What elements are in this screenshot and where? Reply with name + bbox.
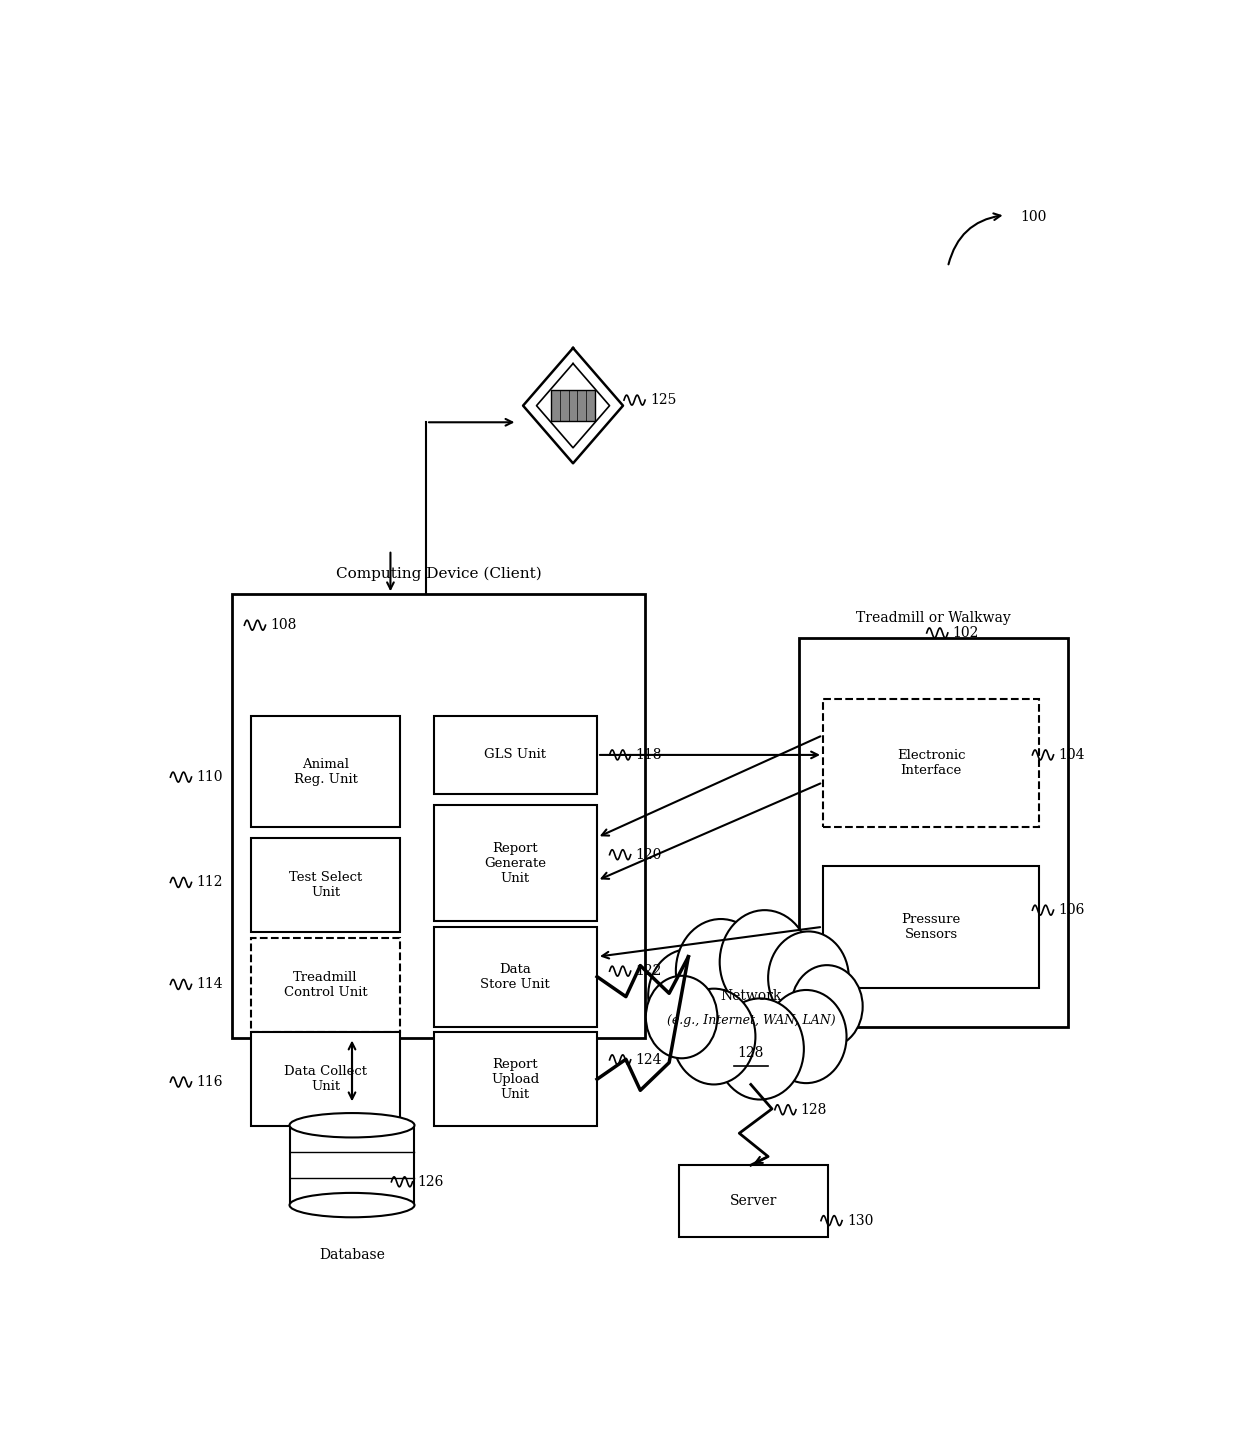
Bar	[232, 595, 645, 1038]
Circle shape	[646, 976, 718, 1058]
Text: 128: 128	[738, 1045, 764, 1060]
Text: 112: 112	[196, 876, 223, 890]
Circle shape	[768, 932, 849, 1025]
Text: 122: 122	[635, 965, 662, 978]
Circle shape	[766, 989, 847, 1083]
Text: Computing Device (Client): Computing Device (Client)	[336, 566, 542, 580]
Text: Treadmill
Control Unit: Treadmill Control Unit	[284, 971, 367, 999]
Text: 116: 116	[196, 1076, 223, 1089]
Text: 118: 118	[635, 747, 662, 762]
Text: Network: Network	[720, 989, 781, 1002]
Bar	[434, 927, 596, 1027]
Bar	[552, 390, 595, 420]
Text: Animal
Reg. Unit: Animal Reg. Unit	[294, 757, 357, 786]
Text: Report
Generate
Unit: Report Generate Unit	[485, 841, 547, 884]
Bar	[823, 865, 1039, 988]
Text: GLS Unit: GLS Unit	[485, 749, 547, 762]
Text: 102: 102	[952, 626, 980, 639]
Text: Server: Server	[729, 1194, 777, 1208]
Bar	[250, 716, 401, 827]
Text: 108: 108	[270, 618, 296, 632]
Text: Test Select
Unit: Test Select Unit	[289, 871, 362, 899]
Bar	[250, 838, 401, 932]
Circle shape	[672, 989, 755, 1084]
Bar	[289, 1125, 414, 1205]
Ellipse shape	[289, 1192, 414, 1217]
FancyArrowPatch shape	[949, 213, 1001, 265]
Bar	[434, 805, 596, 922]
Text: Data Collect
Unit: Data Collect Unit	[284, 1066, 367, 1093]
Text: 114: 114	[196, 978, 223, 992]
Text: (e.g., Internet, WAN, LAN): (e.g., Internet, WAN, LAN)	[667, 1014, 835, 1027]
Bar	[823, 700, 1039, 827]
Bar	[434, 1032, 596, 1126]
Text: 124: 124	[635, 1053, 662, 1067]
Bar	[250, 937, 401, 1032]
Text: Database: Database	[319, 1248, 384, 1263]
Text: 126: 126	[418, 1175, 444, 1189]
Text: 128: 128	[801, 1103, 827, 1117]
Circle shape	[791, 965, 863, 1048]
Text: 120: 120	[635, 848, 662, 861]
Text: 100: 100	[1019, 210, 1047, 225]
Bar	[250, 1032, 401, 1126]
Text: Data
Store Unit: Data Store Unit	[481, 963, 551, 991]
Text: Pressure
Sensors: Pressure Sensors	[901, 913, 961, 940]
Bar	[799, 638, 1068, 1027]
Ellipse shape	[289, 1113, 414, 1138]
Bar	[434, 716, 596, 793]
Circle shape	[649, 949, 729, 1043]
Text: 110: 110	[196, 770, 223, 785]
Bar	[678, 1165, 828, 1237]
Text: Treadmill or Walkway: Treadmill or Walkway	[856, 611, 1011, 625]
Text: 125: 125	[650, 393, 676, 408]
Text: 104: 104	[1059, 747, 1085, 762]
Circle shape	[676, 919, 766, 1022]
Text: Report
Upload
Unit: Report Upload Unit	[491, 1058, 539, 1100]
Text: 106: 106	[1059, 903, 1085, 917]
Circle shape	[719, 910, 810, 1014]
Text: 130: 130	[847, 1214, 873, 1228]
Text: Electronic
Interface: Electronic Interface	[897, 749, 965, 778]
Circle shape	[717, 998, 804, 1100]
